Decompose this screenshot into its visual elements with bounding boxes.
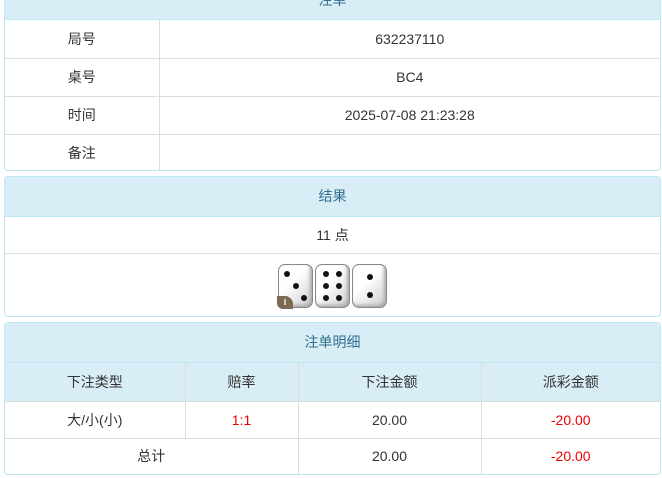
detail-panel-title: 注单明细 [5,323,660,363]
result-panel: 结果 11 点 i [4,176,661,317]
bet-panel-title: 注单 [5,0,660,20]
detail-panel: 注单明细 下注类型 赔率 下注金额 派彩金额 大/小(小) 1:1 20.00 … [4,322,661,475]
header-payout: 派彩金额 [480,363,660,402]
die-pip [322,283,329,289]
total-row: 总计 20.00 -20.00 [5,437,660,474]
result-points: 11 点 [5,217,660,254]
remark-value [158,133,660,170]
table-value: BC4 [158,57,660,97]
die-pip [336,283,343,289]
bet-panel: 注单 局号 632237110 桌号 BC4 时间 2025-07-08 21:23:… [4,0,661,171]
odds: 1:1 [184,400,299,439]
round-label: 局号 [5,20,160,59]
table-header-row: 下注类型 赔率 下注金额 派彩金额 [5,363,660,402]
die-3: i [277,264,313,309]
die-pip [292,283,299,289]
table-row: 大/小(小) 1:1 20.00 -20.00 [5,400,660,439]
time-value: 2025-07-08 21:23:28 [158,95,660,135]
payout: -20.00 [480,400,660,439]
die-pip [336,294,343,301]
die-pip [366,273,373,280]
table-label: 桌号 [5,57,160,97]
result-panel-title: 结果 [5,177,660,217]
die-pip [366,292,373,299]
table-row: 备注 [5,133,660,170]
die-6 [315,264,350,308]
total-payout: -20.00 [480,437,660,474]
detail-table: 下注类型 赔率 下注金额 派彩金额 大/小(小) 1:1 20.00 -20.0… [5,363,660,474]
die-pip [322,271,329,278]
bet-type: 大/小(小) [5,400,186,439]
die-pip [284,271,291,278]
header-bet-type: 下注类型 [5,363,186,402]
table-row: 桌号 BC4 [5,57,660,97]
die-pip [300,294,307,301]
die-pip [336,271,343,278]
time-label: 时间 [5,95,160,135]
info-badge-icon: i [277,296,293,309]
table-row: 局号 632237110 [5,20,660,59]
die-2 [352,264,387,308]
header-odds: 赔率 [184,363,299,402]
header-amount: 下注金额 [297,363,482,402]
die-pip [322,294,329,301]
total-amount: 20.00 [297,437,482,474]
amount: 20.00 [297,400,482,439]
dice-row: i [5,254,660,309]
total-label: 总计 [5,437,299,474]
remark-label: 备注 [5,133,160,170]
table-row: 时间 2025-07-08 21:23:28 [5,95,660,135]
bet-info-table: 局号 632237110 桌号 BC4 时间 2025-07-08 21:23:28 … [5,20,660,170]
round-value: 632237110 [158,20,660,59]
